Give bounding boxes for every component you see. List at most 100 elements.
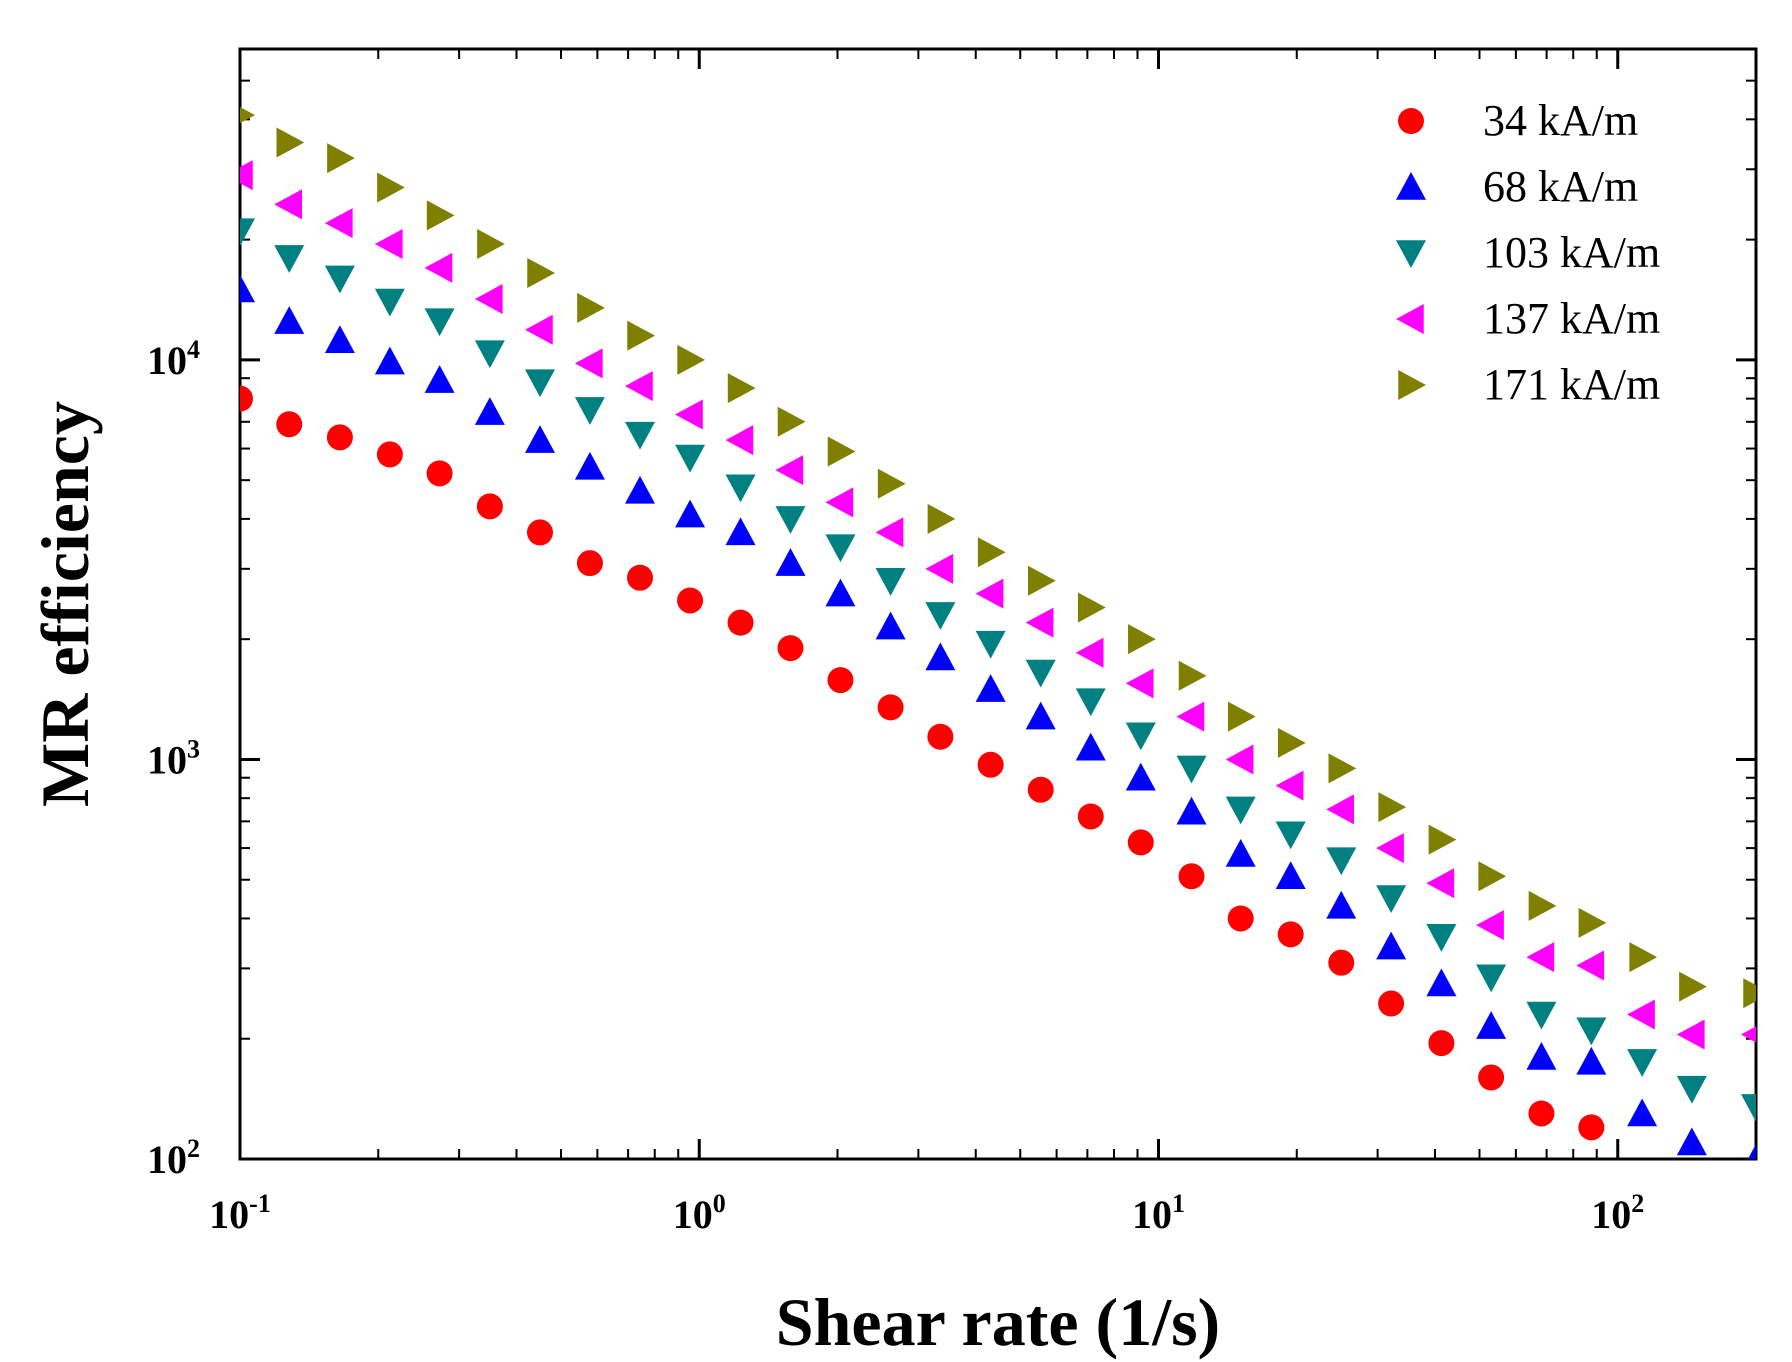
data-point (1027, 776, 1054, 803)
data-point (975, 674, 1006, 702)
data-point (1629, 942, 1658, 973)
data-point (424, 252, 453, 283)
data-point (675, 399, 703, 430)
legend-label: 103 kA/m (1483, 228, 1660, 277)
data-point (274, 245, 305, 273)
data-point (875, 611, 906, 640)
data-point (1426, 968, 1457, 997)
x-axis-title: Shear rate (1/s) (776, 1284, 1220, 1360)
data-point (1225, 744, 1254, 775)
legend-label: 171 kA/m (1483, 360, 1660, 409)
y-tick-label: 104 (147, 335, 200, 383)
data-point (1741, 1026, 1756, 1043)
data-point (474, 340, 505, 369)
data-point (1176, 701, 1205, 732)
data-point (1376, 931, 1407, 960)
series-2 (240, 274, 1756, 1159)
data-point (1741, 1094, 1756, 1122)
data-point (977, 537, 1006, 568)
data-point (377, 172, 405, 203)
data-point (1528, 890, 1557, 921)
data-point (424, 308, 455, 337)
legend-marker (1396, 240, 1426, 268)
data-point (524, 425, 555, 453)
data-point (324, 208, 353, 239)
data-point (274, 306, 305, 334)
data-point (374, 288, 405, 317)
y-axis-title: MR efficiency (27, 401, 103, 807)
data-point (1176, 755, 1207, 784)
data-point (1526, 1001, 1557, 1030)
data-marks (240, 106, 1756, 1159)
data-point (675, 444, 706, 473)
data-point (1428, 824, 1457, 855)
data-point (725, 517, 756, 546)
legend-marker (1398, 108, 1424, 134)
data-point (1125, 762, 1156, 791)
data-point (240, 218, 255, 247)
data-point (1576, 950, 1605, 981)
data-point (925, 553, 954, 584)
series-3 (240, 218, 1756, 1122)
data-point (975, 578, 1004, 609)
data-point (777, 406, 806, 437)
data-point (625, 475, 656, 504)
plot-area-border (238, 47, 1758, 1161)
axis-ticks: 10-1 100 101 102 102 103 104 (147, 49, 1756, 1237)
data-point (625, 371, 653, 402)
data-point (424, 365, 455, 393)
data-point (1378, 990, 1405, 1017)
data-point (1025, 659, 1056, 688)
data-point (727, 373, 756, 404)
data-point (775, 548, 806, 576)
data-point (1275, 770, 1304, 801)
series-5 (240, 106, 1756, 1009)
data-point (827, 667, 854, 694)
x-tick-label: 10-1 (209, 1189, 271, 1237)
data-point (1426, 868, 1455, 899)
x-tick-label: 100 (673, 1189, 726, 1237)
data-point (675, 499, 706, 528)
data-point (1528, 1100, 1555, 1127)
data-point (875, 568, 906, 596)
data-point (1077, 803, 1104, 830)
data-point (1328, 753, 1357, 784)
data-point (1326, 890, 1357, 919)
data-point (1676, 1127, 1707, 1156)
data-point (875, 517, 904, 548)
data-point (725, 474, 756, 503)
data-point (727, 609, 754, 636)
data-point (574, 397, 605, 425)
data-point (1075, 637, 1104, 668)
data-point (1426, 923, 1457, 952)
data-point (276, 127, 305, 158)
data-point (1328, 949, 1355, 976)
data-point (1277, 921, 1304, 948)
data-point (1127, 829, 1154, 856)
data-point (877, 468, 906, 499)
legend: 34 kA/m 68 kA/m 103 kA/m 137 kA/m 171 kA/m (1396, 96, 1660, 409)
data-point (825, 487, 854, 518)
data-point (1378, 792, 1407, 823)
data-point (1078, 592, 1106, 623)
data-point (324, 325, 355, 353)
data-point (1326, 847, 1357, 876)
data-point (476, 493, 503, 520)
y-tick-label: 102 (147, 1134, 200, 1182)
data-point (925, 602, 956, 630)
data-point (1178, 660, 1207, 691)
data-point (1679, 971, 1707, 1002)
data-point (326, 424, 353, 451)
data-point (1743, 978, 1756, 1009)
data-point (524, 369, 555, 398)
data-point (327, 143, 355, 174)
data-point (1227, 905, 1254, 932)
data-point (1075, 732, 1106, 761)
data-point (1025, 701, 1056, 730)
data-point (240, 385, 253, 412)
data-point (1125, 668, 1154, 699)
data-point (1326, 794, 1355, 825)
data-point (276, 411, 303, 438)
data-point (1578, 907, 1607, 938)
